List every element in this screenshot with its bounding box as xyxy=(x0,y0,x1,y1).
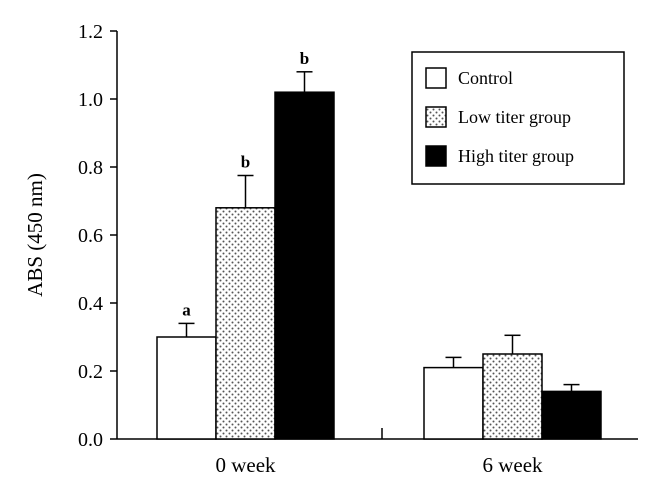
y-ticks: 0.0 0.2 0.4 0.6 0.8 1.0 1.2 xyxy=(78,21,117,451)
y-tick-label: 1.0 xyxy=(78,89,103,111)
y-tick-label: 0.4 xyxy=(78,293,103,315)
bar-high-titer-group-6-week xyxy=(541,390,602,440)
significance-label: a xyxy=(182,300,191,319)
y-tick-label: 0.2 xyxy=(78,361,103,383)
legend-label: Control xyxy=(458,68,513,88)
legend-swatch xyxy=(425,67,447,89)
category-label: 0 week xyxy=(215,453,276,477)
y-tick-label: 0.0 xyxy=(78,429,103,451)
legend: Control Low titer group High titer group xyxy=(411,51,625,185)
significance-label: b xyxy=(300,49,309,68)
category-labels: 0 week 6 week xyxy=(215,453,543,477)
bar-control-6-week xyxy=(423,366,484,440)
bar-low-titer-group-6-week xyxy=(482,353,543,440)
bars: a b b xyxy=(156,49,602,440)
legend-label: High titer group xyxy=(458,146,574,166)
legend-swatch xyxy=(425,145,447,167)
category-label: 6 week xyxy=(482,453,543,477)
legend-frame xyxy=(411,51,625,185)
bar-control-0-week xyxy=(156,336,217,440)
y-tick-label: 0.8 xyxy=(78,157,103,179)
legend-swatch xyxy=(425,106,447,128)
bar-high-titer-group-0-week xyxy=(274,91,335,440)
bar-low-titer-group-0-week xyxy=(215,207,276,440)
y-tick-label: 0.6 xyxy=(78,225,103,247)
y-axis-label: ABS (450 nm) xyxy=(23,173,47,297)
legend-label: Low titer group xyxy=(458,107,571,127)
significance-label: b xyxy=(241,153,250,172)
y-tick-label: 1.2 xyxy=(78,21,103,43)
